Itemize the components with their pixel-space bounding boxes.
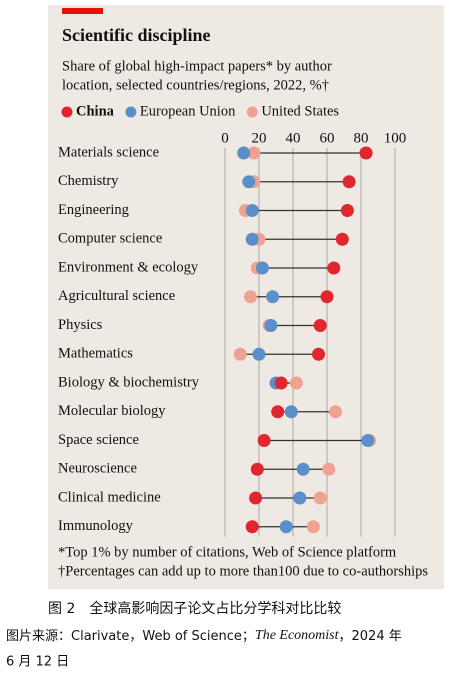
category-label: Chemistry xyxy=(58,173,119,189)
figure-caption: 图 2 全球高影响因子论文占比分学科对比比较 xyxy=(48,600,341,617)
x-tick-label: 80 xyxy=(354,130,369,146)
category-label: Physics xyxy=(58,317,103,333)
chart-title: Scientific discipline xyxy=(62,25,211,45)
source-text: 图片来源：Clarivate，Web of Science； xyxy=(6,629,255,644)
x-tick-label: 60 xyxy=(320,130,335,146)
dot xyxy=(279,520,293,534)
dot xyxy=(257,434,271,447)
dot xyxy=(335,232,349,246)
dot xyxy=(342,175,356,189)
legend-label: United States xyxy=(261,103,339,119)
dot xyxy=(264,319,278,332)
category-label: Biology & biochemistry xyxy=(58,374,200,390)
subtitle: Share of global high-impact papers* by a… xyxy=(62,58,332,74)
dot xyxy=(245,520,259,534)
dot xyxy=(244,290,257,304)
legend-swatch xyxy=(125,106,137,118)
category-label: Agricultural science xyxy=(58,288,175,304)
x-tick-label: 100 xyxy=(384,130,407,146)
dot xyxy=(293,491,307,505)
category-label: Neuroscience xyxy=(58,461,137,477)
category-label: Space science xyxy=(58,432,139,448)
dot xyxy=(322,462,336,476)
dot xyxy=(233,347,247,361)
source: 6 月 12 日 xyxy=(6,655,69,670)
category-label: Engineering xyxy=(58,202,129,218)
dot xyxy=(306,520,320,534)
legend-label: European Union xyxy=(140,103,236,119)
legend-label: China xyxy=(76,103,115,119)
dot xyxy=(245,204,259,217)
category-label: Clinical medicine xyxy=(58,489,161,505)
dot xyxy=(252,347,266,361)
dot xyxy=(284,405,298,419)
source: 图片来源：Clarivate，Web of Science；The Econom… xyxy=(6,628,402,643)
dot xyxy=(242,175,256,189)
dot xyxy=(296,462,310,476)
category-label: Environment & ecology xyxy=(58,259,199,275)
footnote: †Percentages can add up to more than100 … xyxy=(58,563,428,579)
dot xyxy=(255,261,269,275)
dot xyxy=(313,491,327,505)
accent-bar xyxy=(62,8,103,14)
x-tick-label: 0 xyxy=(221,130,229,146)
dot xyxy=(271,405,285,419)
dot xyxy=(274,376,288,390)
dot xyxy=(340,204,354,217)
dot xyxy=(361,434,375,447)
legend-swatch xyxy=(61,106,73,118)
legend-swatch xyxy=(246,106,258,118)
dot xyxy=(245,232,259,246)
source-text: ，2024 年 xyxy=(339,629,402,644)
dot xyxy=(320,290,334,304)
source-italic: The Economist xyxy=(255,628,340,643)
dot xyxy=(250,462,264,476)
footnote: *Top 1% by number of citations, Web of S… xyxy=(58,544,397,560)
dot xyxy=(313,319,327,332)
dot xyxy=(266,290,280,304)
dot xyxy=(237,146,251,160)
x-tick-label: 40 xyxy=(286,130,301,146)
category-label: Immunology xyxy=(58,518,134,534)
dot xyxy=(247,146,261,160)
dot xyxy=(327,261,341,275)
dot xyxy=(249,491,263,505)
category-label: Materials science xyxy=(58,144,159,160)
dot xyxy=(359,146,373,160)
category-label: Computer science xyxy=(58,231,162,247)
dot xyxy=(289,376,303,390)
category-label: Molecular biology xyxy=(58,403,166,419)
dot xyxy=(329,405,342,419)
subtitle: location, selected countries/regions, 20… xyxy=(62,77,329,93)
dot xyxy=(312,347,325,361)
x-tick-label: 20 xyxy=(252,130,267,146)
category-label: Mathematics xyxy=(58,346,133,362)
